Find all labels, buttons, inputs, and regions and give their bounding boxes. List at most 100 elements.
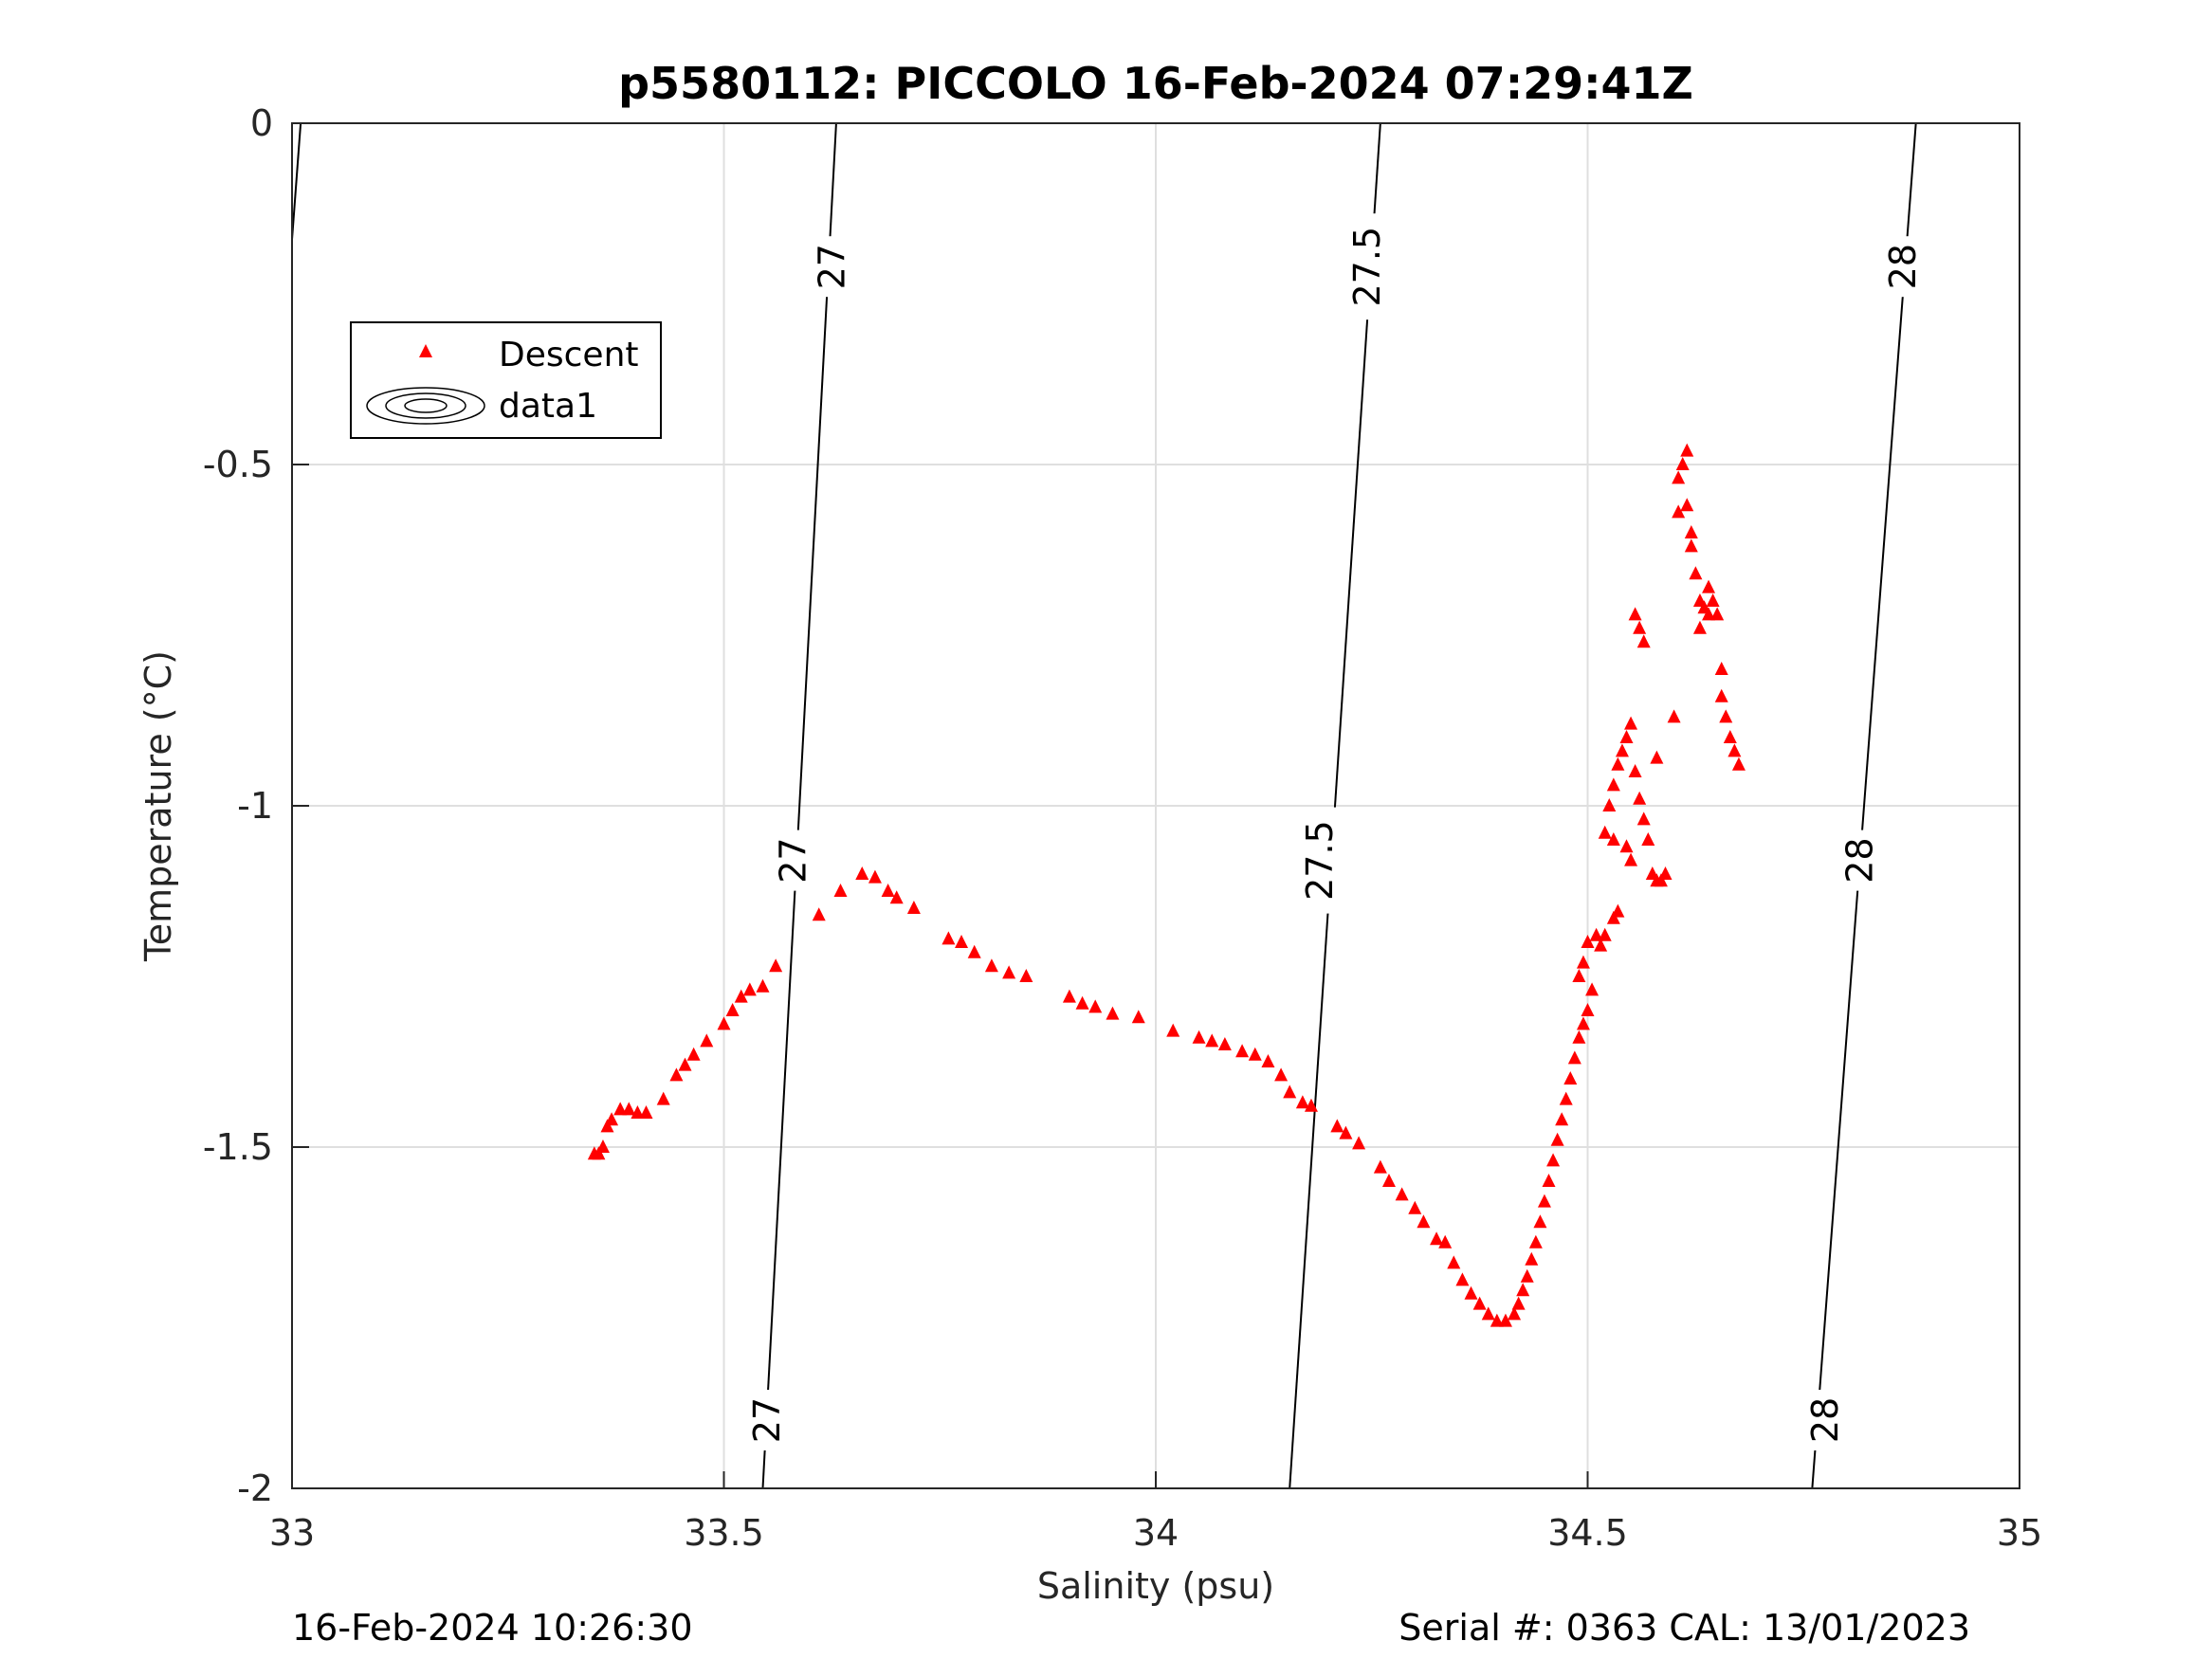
descent-point xyxy=(1498,1313,1512,1327)
contour-label: 27.5 xyxy=(1299,820,1341,901)
descent-point xyxy=(1417,1214,1431,1229)
y-axis-label: Temperature (°C) xyxy=(137,650,179,962)
descent-point xyxy=(1472,1296,1487,1310)
descent-point xyxy=(1606,910,1620,924)
descent-point xyxy=(967,944,981,958)
descent-point xyxy=(1689,566,1703,580)
descent-point xyxy=(1395,1187,1409,1201)
descent-point xyxy=(1667,709,1681,723)
descent-point xyxy=(955,935,969,948)
descent-point xyxy=(1633,620,1647,634)
descent-point xyxy=(595,1139,610,1153)
descent-point xyxy=(941,931,956,945)
descent-point xyxy=(1585,982,1600,996)
y-tick-label: 0 xyxy=(250,102,273,144)
descent-point xyxy=(769,958,783,973)
axes: 33 33.5 34 34.5 35 0 -0.5 -1 -1.5 -2 xyxy=(203,102,2042,1554)
descent-point xyxy=(725,1003,740,1016)
legend: Descent data1 xyxy=(350,321,662,439)
footer-serial-cal: Serial #: 0363 CAL: 13/01/2023 xyxy=(1398,1607,1970,1649)
contour-label-background xyxy=(1299,807,1342,914)
descent-point xyxy=(1481,1306,1495,1321)
descent-point xyxy=(868,869,882,884)
descent-point xyxy=(1594,938,1608,952)
descent-point xyxy=(1611,903,1625,918)
descent-point xyxy=(1542,1174,1556,1187)
descent-point xyxy=(1680,498,1694,512)
y-tick-label: -2 xyxy=(237,1468,273,1509)
descent-point xyxy=(631,1105,645,1119)
y-tick-label: -1 xyxy=(237,785,273,827)
descent-point xyxy=(1581,1003,1595,1016)
descent-point xyxy=(1525,1251,1539,1266)
descent-point xyxy=(700,1033,714,1048)
descent-point xyxy=(889,890,904,904)
descent-point xyxy=(1714,688,1728,702)
contour-line-27-5 xyxy=(1289,122,1381,1489)
legend-triangle-marker xyxy=(419,344,432,357)
descent-point xyxy=(1581,935,1595,948)
descent-point xyxy=(1430,1231,1444,1246)
descent-point xyxy=(669,1067,684,1082)
descent-point xyxy=(1381,1174,1396,1187)
contour-label-background xyxy=(1804,1390,1847,1450)
descent-point xyxy=(1490,1313,1504,1327)
contour-label-background xyxy=(772,830,814,891)
contour-label-background xyxy=(1838,830,1881,891)
descent-point xyxy=(1166,1023,1180,1037)
descent-point xyxy=(906,901,921,914)
descent-point xyxy=(1567,1050,1581,1065)
contour-label-background xyxy=(1882,236,1925,298)
descent-point xyxy=(1235,1044,1250,1058)
descent-point xyxy=(1684,525,1698,538)
descent-point xyxy=(1719,709,1733,723)
descent-point xyxy=(1572,969,1586,982)
x-tick-label: 33 xyxy=(269,1512,315,1554)
descent-point xyxy=(1537,1194,1551,1208)
descent-point xyxy=(1533,1214,1547,1229)
descent-point xyxy=(1002,965,1016,979)
descent-point xyxy=(742,982,757,996)
contour-line-28 xyxy=(1811,122,1917,1489)
descent-point xyxy=(1606,777,1620,792)
descent-point xyxy=(1650,750,1664,764)
contour-label: 27 xyxy=(772,837,814,883)
descent-point xyxy=(1528,1234,1543,1249)
y-tick-label: -0.5 xyxy=(203,444,273,485)
descent-point xyxy=(1658,866,1673,880)
descent-point xyxy=(639,1105,653,1119)
descent-point xyxy=(1304,1098,1318,1112)
contour-line-27 xyxy=(291,122,302,240)
descent-point xyxy=(1106,1006,1120,1020)
descent-point xyxy=(1598,927,1612,941)
descent-point xyxy=(1589,927,1603,941)
descent-point xyxy=(1702,579,1716,593)
legend-descent-label: Descent xyxy=(499,336,639,374)
descent-point xyxy=(1602,798,1617,811)
descent-point xyxy=(1641,832,1655,846)
descent-point xyxy=(1576,955,1590,969)
descent-series xyxy=(587,443,1746,1327)
contour-label: 27 xyxy=(811,244,852,289)
descent-point xyxy=(1062,989,1076,1003)
legend-contour-icon xyxy=(366,387,485,425)
descent-point xyxy=(1723,730,1737,743)
descent-point xyxy=(1633,791,1647,805)
descent-point xyxy=(1131,1010,1145,1024)
descent-point xyxy=(1702,607,1716,621)
descent-point xyxy=(1576,1016,1590,1030)
descent-point xyxy=(1654,873,1668,887)
descent-point xyxy=(622,1102,636,1116)
density-contours: 27 27 27 27.5 27.5 28 28 28 xyxy=(291,122,1925,1489)
descent-point xyxy=(1088,999,1103,1013)
legend-box xyxy=(350,321,662,439)
descent-point xyxy=(1511,1296,1526,1310)
descent-point xyxy=(1339,1125,1353,1139)
descent-point xyxy=(1295,1095,1309,1109)
descent-point xyxy=(1520,1268,1534,1283)
descent-point xyxy=(613,1102,628,1116)
descent-point xyxy=(1516,1283,1530,1297)
descent-point xyxy=(1619,730,1634,743)
descent-point xyxy=(1714,662,1728,675)
descent-point xyxy=(1706,593,1720,607)
